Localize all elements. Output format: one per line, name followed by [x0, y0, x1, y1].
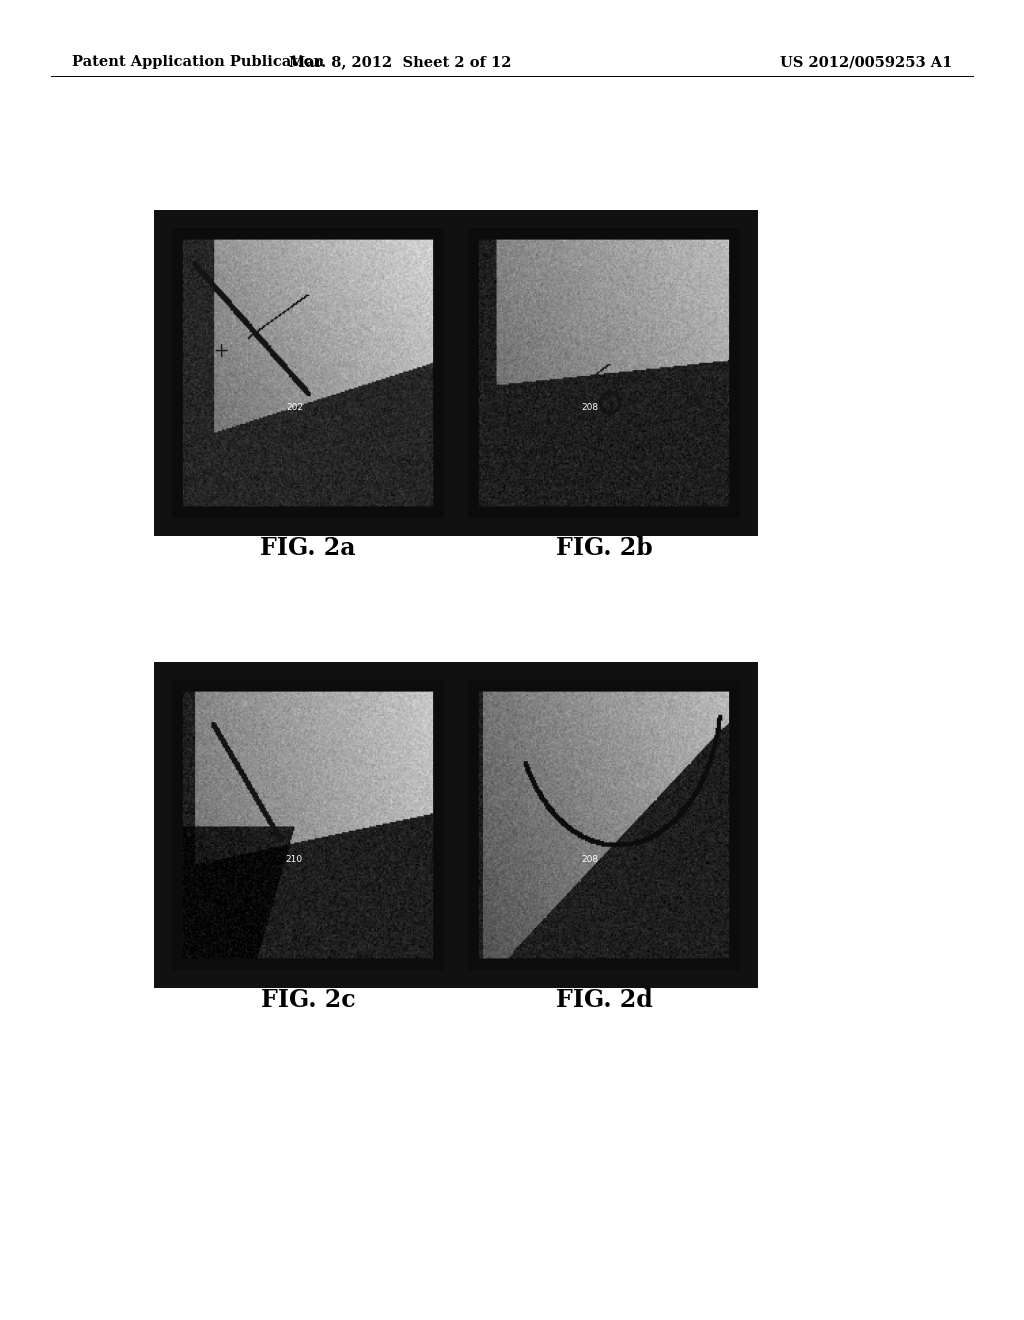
Bar [450, 210, 758, 536]
Text: 208: 208 [582, 855, 599, 865]
Bar [450, 663, 758, 987]
Text: 208: 208 [582, 404, 599, 412]
Text: FIG. 2c: FIG. 2c [261, 987, 355, 1012]
Text: 202: 202 [286, 404, 303, 412]
Text: Patent Application Publication: Patent Application Publication [72, 55, 324, 69]
Text: FIG. 2d: FIG. 2d [556, 987, 652, 1012]
Text: FIG. 2a: FIG. 2a [260, 536, 355, 560]
Bar [154, 210, 462, 536]
Text: US 2012/0059253 A1: US 2012/0059253 A1 [779, 55, 952, 69]
Bar [154, 663, 462, 987]
Text: FIG. 2b: FIG. 2b [556, 536, 652, 560]
Text: Mar. 8, 2012  Sheet 2 of 12: Mar. 8, 2012 Sheet 2 of 12 [289, 55, 511, 69]
Text: 210: 210 [286, 855, 303, 865]
